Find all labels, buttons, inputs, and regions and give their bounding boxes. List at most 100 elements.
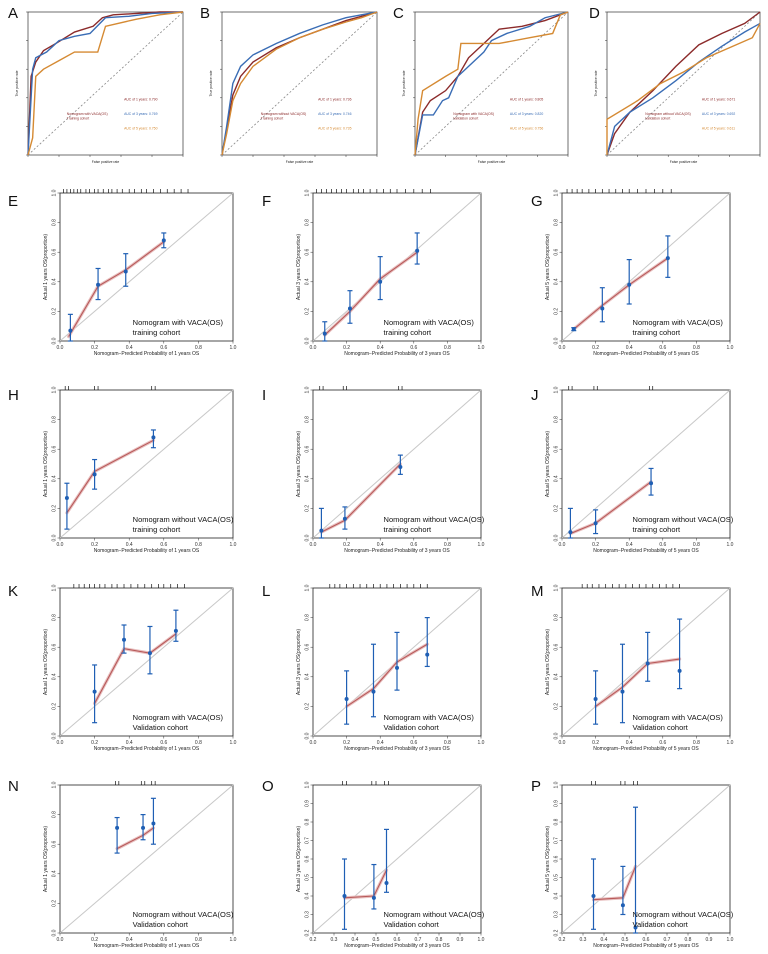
x-tick-label: 0.2 bbox=[343, 345, 350, 351]
y-tick-label: 0.4 bbox=[554, 673, 560, 680]
observed-point bbox=[571, 327, 576, 332]
panel-letter: I bbox=[262, 387, 266, 404]
x-tick-label: 0.6 bbox=[160, 345, 167, 351]
plot-frame bbox=[59, 587, 234, 737]
y-tick-label: 0.3 bbox=[554, 911, 560, 918]
x-axis-label: Nomogram−Predicted Probability of 3 year… bbox=[344, 943, 450, 949]
y-tick-label: 0.2 bbox=[554, 308, 560, 315]
x-axis-label: Nomogram−Predicted Probability of 3 year… bbox=[344, 746, 450, 752]
y-tick-label: 0.0 bbox=[554, 732, 560, 739]
y-axis-label: True positive rate bbox=[15, 70, 19, 96]
x-tick-label: 0.0 bbox=[559, 542, 566, 548]
x-tick-label: 0.4 bbox=[126, 740, 133, 746]
x-axis-label: Nomogram−Predicted Probability of 5 year… bbox=[593, 943, 699, 949]
y-tick-label: 1.0 bbox=[554, 189, 560, 196]
x-tick-label: 0.8 bbox=[685, 937, 692, 943]
x-tick-label: 0.9 bbox=[706, 937, 713, 943]
x-tick-label: 1.0 bbox=[230, 937, 237, 943]
legend-cohort: Training cohort bbox=[67, 116, 90, 120]
observed-point bbox=[593, 697, 598, 701]
x-tick-label: 0.6 bbox=[160, 937, 167, 943]
observed-point bbox=[633, 925, 638, 930]
y-tick-label: 0.4 bbox=[305, 892, 311, 899]
y-tick-label: 0.6 bbox=[305, 249, 311, 256]
x-axis-label: False positive rate bbox=[478, 160, 506, 164]
y-tick-label: 0.6 bbox=[52, 249, 58, 256]
y-tick-label: 0.8 bbox=[305, 614, 311, 621]
x-tick-label: 0.6 bbox=[659, 740, 666, 746]
x-tick-label: 0.4 bbox=[626, 542, 633, 548]
auc-label: AUC of 3 years: 0.746 bbox=[318, 112, 351, 116]
y-tick-label: 0.2 bbox=[305, 308, 311, 315]
y-tick-label: 0.0 bbox=[554, 337, 560, 344]
calibration-line bbox=[346, 643, 428, 707]
observed-point bbox=[173, 628, 178, 633]
roc-curve-1-years bbox=[414, 11, 569, 156]
y-tick-label: 0.8 bbox=[554, 219, 560, 226]
y-tick-label: 0.6 bbox=[554, 446, 560, 453]
roc-curve-5-years bbox=[221, 11, 378, 156]
roc-panel-c: C False positive rate True positive rate No… bbox=[393, 5, 569, 164]
auc-label: AUC of 1 years: 0.736 bbox=[318, 98, 351, 102]
y-tick-label: 0.2 bbox=[52, 703, 58, 710]
x-axis-label: Nomogram−Predicted Probability of 3 year… bbox=[344, 351, 450, 357]
observed-point bbox=[415, 248, 420, 253]
y-axis-label: Actual 5 years OS(proportion) bbox=[545, 826, 551, 892]
roc-panel-d: D False positive rate True positive rate No… bbox=[589, 5, 761, 164]
observed-point bbox=[322, 331, 327, 336]
panel-letter: M bbox=[531, 583, 544, 600]
y-tick-label: 0.4 bbox=[52, 870, 58, 877]
legend-cohort: training cohort bbox=[384, 525, 432, 534]
y-tick-label: 0.8 bbox=[554, 416, 560, 423]
x-tick-label: 0.6 bbox=[394, 937, 401, 943]
observed-point bbox=[665, 256, 670, 261]
plot-frame bbox=[414, 11, 569, 156]
legend-cohort: training cohort bbox=[133, 328, 181, 337]
y-axis-label: Actual 3 years OS(proportion) bbox=[296, 826, 302, 892]
y-tick-label: 0.8 bbox=[52, 614, 58, 621]
y-tick-label: 0.7 bbox=[554, 837, 560, 844]
panel-letter: F bbox=[262, 193, 271, 210]
calibration-line bbox=[66, 439, 154, 514]
y-tick-label: 0.4 bbox=[52, 673, 58, 680]
y-axis-label: Actual 1 years OS(proportion) bbox=[43, 234, 49, 300]
observed-point bbox=[384, 881, 389, 886]
roc-curve-3-years bbox=[414, 11, 569, 156]
reference-diagonal bbox=[221, 11, 378, 156]
x-tick-label: 0.2 bbox=[592, 542, 599, 548]
observed-point bbox=[398, 464, 403, 469]
y-tick-label: 1.0 bbox=[305, 386, 311, 393]
observed-point bbox=[347, 306, 352, 311]
x-tick-label: 0.0 bbox=[57, 740, 64, 746]
roc-panel-a: A False positive rate True positive rate No… bbox=[8, 5, 184, 164]
y-tick-label: 0.8 bbox=[52, 219, 58, 226]
x-axis-label: False positive rate bbox=[92, 160, 120, 164]
auc-label: AUC of 3 years: 0.769 bbox=[124, 112, 157, 116]
x-axis-label: Nomogram−Predicted Probability of 5 year… bbox=[593, 746, 699, 752]
y-tick-label: 0.6 bbox=[554, 855, 560, 862]
observed-point bbox=[64, 496, 69, 501]
x-tick-label: 0.4 bbox=[126, 542, 133, 548]
y-tick-label: 0.2 bbox=[554, 703, 560, 710]
x-tick-label: 0.2 bbox=[559, 937, 566, 943]
roc-curve-5-years bbox=[606, 23, 761, 155]
y-axis-label: True positive rate bbox=[209, 70, 213, 96]
x-tick-label: 0.5 bbox=[373, 937, 380, 943]
x-tick-label: 1.0 bbox=[727, 345, 734, 351]
y-tick-label: 0.6 bbox=[52, 841, 58, 848]
legend-cohort: Validation cohort bbox=[645, 116, 670, 120]
observed-point bbox=[593, 521, 598, 526]
x-axis-label: Nomogram−Predicted Probability of 5 year… bbox=[593, 548, 699, 554]
observed-point bbox=[378, 279, 383, 284]
x-tick-label: 0.2 bbox=[91, 740, 98, 746]
auc-label: AUC of 1 years: 0.805 bbox=[510, 98, 543, 102]
plot-frame bbox=[312, 587, 482, 737]
x-tick-label: 0.3 bbox=[331, 937, 338, 943]
observed-point bbox=[620, 689, 625, 694]
panel-letter: A bbox=[8, 5, 18, 22]
x-tick-label: 0.6 bbox=[160, 740, 167, 746]
calibration-panel-k: K 0.00.0 0.2 0.2 0.4 0.4 0.6 0.6 0.8 0.8 1.0 1.0 Nom… bbox=[8, 583, 237, 752]
calibration-panel-o: O 0.20.2 0.3 0.3 0.4 0.4 0.5 0.5 0.6 0.6 0.7 0.7 0.8… bbox=[262, 778, 485, 949]
y-tick-label: 0.8 bbox=[52, 416, 58, 423]
y-axis-label: Actual 5 years OS(proportion) bbox=[545, 629, 551, 695]
